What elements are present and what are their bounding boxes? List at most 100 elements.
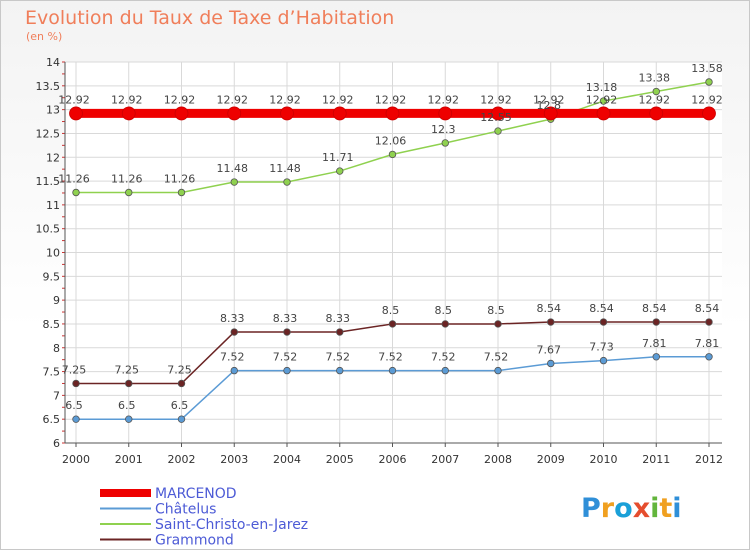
data-label: 13.38: [639, 72, 671, 85]
data-label: 12.8: [537, 99, 562, 112]
data-label: 12.55: [480, 111, 512, 124]
data-point: [336, 366, 344, 375]
data-label: 11.26: [111, 172, 143, 185]
data-point: [438, 106, 453, 121]
y-tick-label: 11.5: [36, 175, 61, 188]
data-point: [705, 78, 713, 86]
data-label: 7.52: [220, 351, 245, 364]
data-point: [547, 318, 555, 326]
x-tick-label: 2008: [484, 453, 512, 466]
x-tick-label: 2007: [431, 453, 459, 466]
data-label: 8.33: [220, 312, 245, 325]
data-point: [649, 106, 664, 121]
y-tick-label: 10: [46, 247, 60, 260]
data-point: [283, 328, 291, 336]
data-point: [227, 106, 242, 121]
y-tick-label: 9.5: [43, 270, 61, 283]
data-label: 7.25: [115, 363, 140, 376]
data-point: [599, 318, 608, 326]
y-tick-label: 7.5: [43, 366, 61, 379]
data-label: 11.71: [322, 151, 354, 164]
proxiti-logo: Proxiti: [581, 493, 682, 524]
data-point: [547, 359, 555, 368]
data-label: 8.33: [326, 312, 351, 325]
logo-letter: i: [672, 493, 681, 524]
data-label: 11.26: [164, 172, 196, 185]
data-label: 7.25: [62, 363, 87, 376]
logo-text: Proxiti: [581, 493, 682, 524]
data-point: [543, 106, 558, 121]
axes: 6 6.5 7 7.5 8 8.5 9 9.5 10 10.5 11 11.5 12 12.5 13 13.5…: [36, 56, 724, 466]
y-tick-label: 12.5: [36, 127, 61, 140]
data-label: 12.92: [269, 93, 301, 106]
data-point: [652, 353, 660, 361]
data-point: [283, 366, 291, 375]
data-point: [441, 139, 449, 147]
data-label: 12.3: [431, 123, 456, 136]
data-point: [177, 379, 186, 388]
data-labels: 12.92 12.92 12.92 12.92 12.92 12.92 12.92 12.92…: [58, 62, 723, 412]
data-point: [652, 318, 660, 326]
y-tick-label: 13: [46, 104, 60, 117]
data-point: [174, 106, 189, 121]
data-point: [230, 178, 238, 186]
data-label: 8.5: [382, 304, 400, 317]
data-label: 12.92: [375, 93, 407, 106]
x-tick-label: 2012: [695, 453, 723, 466]
data-label: 7.52: [273, 351, 298, 364]
data-label: 7.52: [378, 351, 403, 364]
data-label: 12.92: [322, 93, 354, 106]
logo-letter: o: [614, 493, 633, 524]
data-label: 12.92: [428, 93, 460, 106]
data-point: [494, 366, 502, 375]
data-point: [596, 106, 611, 121]
data-point: [388, 320, 397, 328]
data-point: [177, 188, 186, 197]
data-label: 7.81: [695, 337, 720, 350]
x-tick-label: 2005: [326, 453, 354, 466]
data-label: 11.48: [217, 162, 249, 175]
data-point: [336, 167, 344, 175]
data-point: [494, 127, 502, 135]
grid: [65, 61, 722, 444]
data-label: 8.54: [695, 302, 720, 315]
data-label: 8.54: [537, 302, 562, 315]
data-label: 8.33: [273, 312, 298, 325]
data-label: 6.5: [171, 399, 189, 412]
logo-letter: x: [633, 493, 650, 524]
data-label: 7.73: [589, 341, 614, 354]
data-point: [388, 366, 397, 375]
y-tick-label: 6.5: [43, 413, 61, 426]
data-label: 6.5: [65, 399, 83, 412]
legend-swatch: [100, 489, 151, 497]
data-point: [599, 97, 608, 105]
y-tick-label: 13.5: [36, 80, 61, 93]
data-point: [388, 150, 397, 159]
data-label: 12.92: [58, 93, 90, 106]
data-point: [125, 188, 133, 197]
data-label: 7.25: [167, 363, 192, 376]
data-point: [72, 188, 80, 197]
data-point: [599, 356, 608, 365]
data-point: [385, 106, 400, 121]
logo-letter: P: [581, 493, 601, 524]
x-tick-label: 2000: [62, 453, 90, 466]
x-tick-label: 2004: [273, 453, 301, 466]
y-tick-label: 14: [46, 56, 60, 69]
data-point: [332, 106, 347, 121]
chart-title: Evolution du Taux de Taxe d’Habitation: [25, 7, 394, 29]
logo-letter: t: [659, 493, 672, 524]
data-point: [177, 415, 186, 423]
data-point: [652, 87, 660, 96]
data-label: 12.92: [639, 93, 671, 106]
y-tick-label: 7: [53, 389, 60, 402]
chart-subtitle: (en %): [26, 30, 62, 43]
data-point: [705, 353, 713, 361]
data-point: [72, 415, 80, 423]
data-label: 12.92: [586, 93, 618, 106]
data-label: 7.52: [431, 351, 456, 364]
data-point: [441, 366, 449, 375]
logo-letter: r: [601, 493, 615, 524]
data-point: [72, 379, 80, 388]
data-label: 12.06: [375, 134, 407, 147]
